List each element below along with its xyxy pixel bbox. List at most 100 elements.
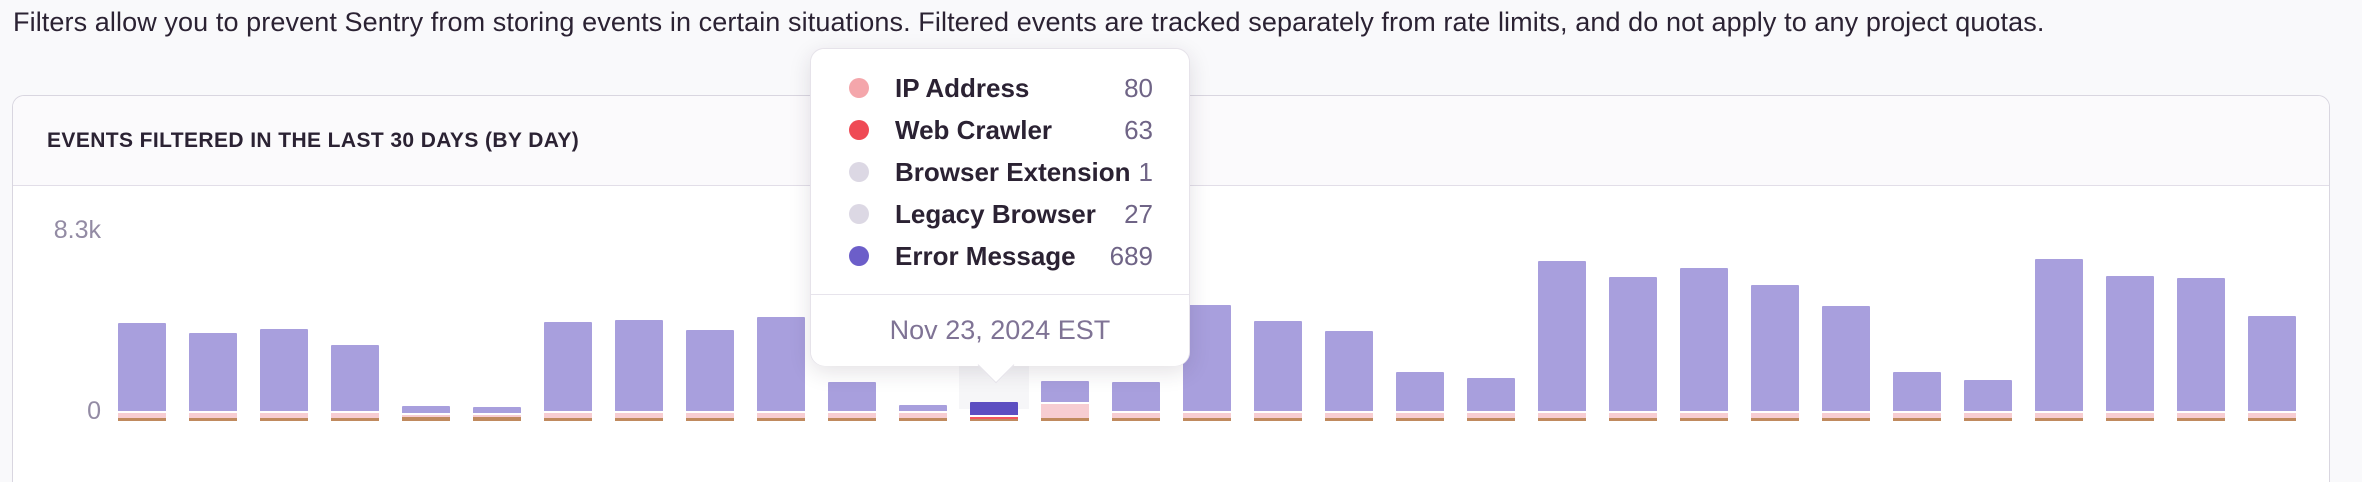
bar-segment xyxy=(1822,418,1870,421)
bar-segment xyxy=(970,402,1018,417)
bar-segment xyxy=(686,418,734,421)
bar-segment xyxy=(1893,418,1941,421)
bar-day-23[interactable] xyxy=(1680,268,1728,421)
bar-segment xyxy=(899,418,947,421)
bar-segment xyxy=(1822,306,1870,413)
legacy-browser-dot xyxy=(849,204,869,224)
bar-day-5[interactable] xyxy=(402,406,450,421)
bar-segment xyxy=(1254,321,1302,413)
bar-segment xyxy=(1680,418,1728,421)
tooltip-row-label: IP Address xyxy=(895,72,1030,103)
bar-segment xyxy=(260,329,308,413)
bar-segment xyxy=(2106,418,2154,421)
bar-segment xyxy=(189,333,237,413)
bar-segment xyxy=(1751,413,1799,418)
bar-segment xyxy=(118,418,166,421)
bar-segment xyxy=(473,417,521,421)
y-axis-label-max: 8.3k xyxy=(53,216,101,244)
tooltip-row-value: 689 xyxy=(1109,240,1153,271)
bar-day-12[interactable] xyxy=(899,405,947,421)
bar-segment xyxy=(1680,268,1728,413)
tooltip-row-value: 80 xyxy=(1124,72,1153,103)
bar-segment xyxy=(1325,413,1373,418)
tooltip-row-label: Browser Extension xyxy=(895,156,1131,187)
bar-day-14[interactable] xyxy=(1041,381,1089,421)
bar-segment xyxy=(970,419,1018,421)
bar-day-20[interactable] xyxy=(1467,378,1515,421)
bar-day-7[interactable] xyxy=(544,322,592,421)
bar-segment xyxy=(1112,382,1160,413)
error-message-dot xyxy=(849,246,869,266)
tooltip-row-label: Legacy Browser xyxy=(895,198,1096,229)
bar-segment xyxy=(1041,418,1089,421)
tooltip-row-label: Web Crawler xyxy=(895,114,1053,145)
bar-segment xyxy=(757,418,805,421)
bar-segment xyxy=(757,413,805,418)
bar-segment xyxy=(615,320,663,413)
bar-segment xyxy=(828,418,876,421)
tooltip-divider xyxy=(811,294,1189,295)
bar-day-27[interactable] xyxy=(1964,380,2012,421)
ip-address-dot xyxy=(849,78,869,98)
bar-segment xyxy=(331,418,379,421)
bar-day-3[interactable] xyxy=(260,329,308,421)
bar-day-10[interactable] xyxy=(757,317,805,421)
bar-segment xyxy=(2177,418,2225,421)
bar-segment xyxy=(331,413,379,418)
bar-segment xyxy=(189,413,237,418)
bar-day-30[interactable] xyxy=(2177,278,2225,421)
bar-segment xyxy=(1751,418,1799,421)
bar-segment xyxy=(2248,413,2296,418)
bar-segment xyxy=(1751,285,1799,413)
bar-day-17[interactable] xyxy=(1254,321,1302,421)
bar-day-16[interactable] xyxy=(1183,305,1231,421)
y-axis-label-min: 0 xyxy=(87,397,101,425)
bar-day-8[interactable] xyxy=(615,320,663,421)
bar-segment xyxy=(1112,418,1160,421)
bar-segment xyxy=(1538,261,1586,413)
bar-day-25[interactable] xyxy=(1822,306,1870,421)
bar-day-19[interactable] xyxy=(1396,372,1444,421)
bar-segment xyxy=(686,330,734,413)
bar-segment xyxy=(2035,259,2083,413)
tooltip-row-value: 1 xyxy=(1138,156,1153,187)
bar-day-22[interactable] xyxy=(1609,277,1657,421)
bar-day-11[interactable] xyxy=(828,382,876,421)
browser-extension-dot xyxy=(849,162,869,182)
bar-day-13-hovered[interactable] xyxy=(970,402,1018,421)
bar-day-15[interactable] xyxy=(1112,382,1160,421)
bar-segment xyxy=(615,413,663,418)
bar-segment xyxy=(1183,305,1231,413)
bar-segment xyxy=(1964,418,2012,421)
bar-day-29[interactable] xyxy=(2106,276,2154,421)
bar-segment xyxy=(2035,418,2083,421)
bar-segment xyxy=(1467,413,1515,418)
bar-segment xyxy=(331,345,379,413)
bar-day-1[interactable] xyxy=(118,323,166,421)
bar-segment xyxy=(828,413,876,418)
bar-segment xyxy=(1112,413,1160,418)
filters-description: Filters allow you to prevent Sentry from… xyxy=(13,7,2045,37)
bar-day-21[interactable] xyxy=(1538,261,1586,421)
bar-segment xyxy=(1183,418,1231,421)
bar-segment xyxy=(1822,413,1870,418)
bar-segment xyxy=(260,418,308,421)
bar-segment xyxy=(2035,413,2083,418)
bar-segment xyxy=(473,415,521,417)
bar-segment xyxy=(118,413,166,418)
bar-day-6[interactable] xyxy=(473,407,521,421)
bar-segment xyxy=(1396,413,1444,418)
bar-day-26[interactable] xyxy=(1893,372,1941,421)
bar-segment xyxy=(2248,418,2296,421)
bar-day-31[interactable] xyxy=(2248,316,2296,421)
bar-day-24[interactable] xyxy=(1751,285,1799,421)
bar-segment xyxy=(1680,413,1728,418)
bar-segment xyxy=(2177,413,2225,418)
bar-day-2[interactable] xyxy=(189,333,237,421)
bar-segment xyxy=(1325,418,1373,421)
bar-segment xyxy=(1254,413,1302,418)
bar-day-18[interactable] xyxy=(1325,331,1373,421)
bar-day-4[interactable] xyxy=(331,345,379,421)
bar-day-9[interactable] xyxy=(686,330,734,421)
bar-day-28[interactable] xyxy=(2035,259,2083,421)
